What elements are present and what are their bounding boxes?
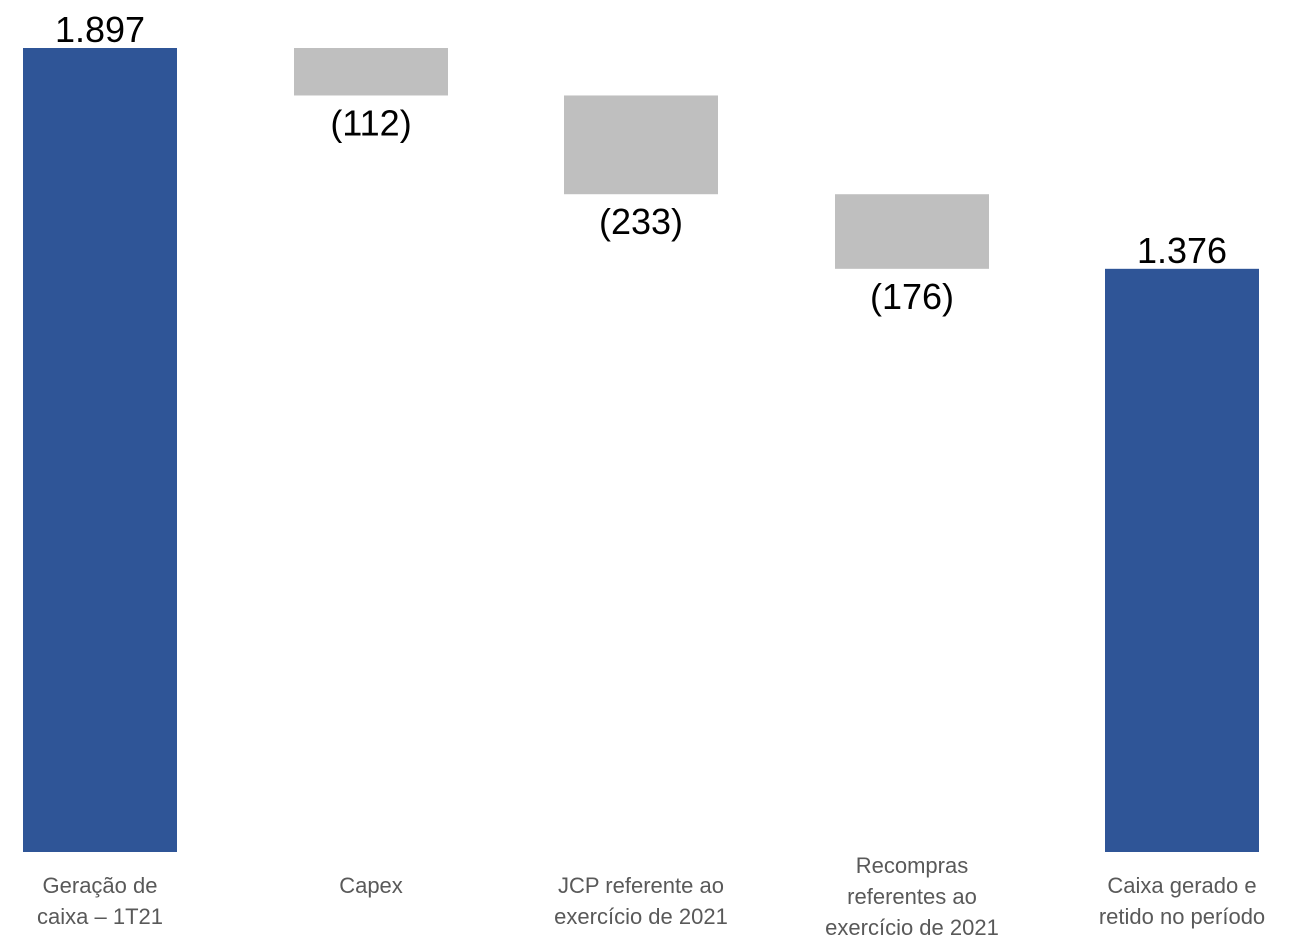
category-label-line: JCP referente ao bbox=[558, 873, 724, 898]
category-label-line: Capex bbox=[339, 873, 403, 898]
data-label-1: 1.897 bbox=[55, 9, 145, 50]
category-label-line: Caixa gerado e bbox=[1107, 873, 1256, 898]
category-label-line: exercício de 2021 bbox=[825, 915, 999, 940]
bar-2 bbox=[294, 48, 448, 96]
category-label-3: JCP referente ao exercício de 2021 bbox=[554, 873, 728, 929]
category-label-line: retido no período bbox=[1099, 904, 1265, 929]
category-labels-group: Geração de caixa – 1T21 Capex JCP referente… bbox=[37, 853, 1265, 940]
bars-group bbox=[23, 48, 1259, 852]
category-label-4: Recompras referentes ao exercício de 2021 bbox=[825, 853, 999, 940]
data-label-2: (112) bbox=[330, 102, 411, 143]
data-label-3: (233) bbox=[599, 201, 683, 242]
category-label-line: caixa – 1T21 bbox=[37, 904, 163, 929]
bar-3 bbox=[564, 95, 718, 195]
bar-4 bbox=[835, 194, 989, 269]
data-label-4: (176) bbox=[870, 276, 954, 317]
bar-5 bbox=[1105, 268, 1259, 852]
bar-1 bbox=[23, 48, 177, 852]
data-labels-group: 1.897 (112) (233) (176) 1.376 bbox=[55, 9, 1227, 317]
data-label-5: 1.376 bbox=[1137, 230, 1227, 271]
category-label-line: Geração de bbox=[43, 873, 158, 898]
category-label-1: Geração de caixa – 1T21 bbox=[37, 873, 163, 929]
category-label-line: exercício de 2021 bbox=[554, 904, 728, 929]
category-label-2: Capex bbox=[339, 873, 403, 898]
category-label-line: Recompras bbox=[856, 853, 968, 878]
category-label-line: referentes ao bbox=[847, 884, 977, 909]
category-label-5: Caixa gerado e retido no período bbox=[1099, 873, 1265, 929]
